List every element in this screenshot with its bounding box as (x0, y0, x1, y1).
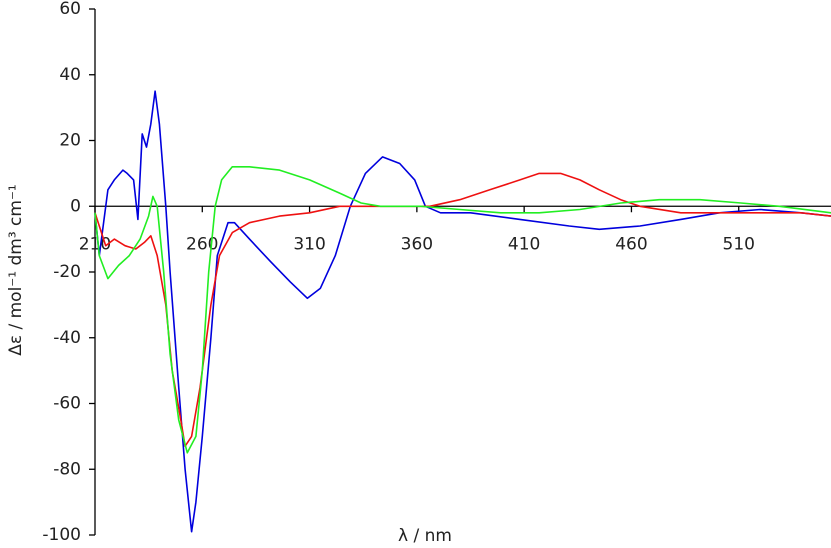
x-tick-label: 410 (508, 234, 540, 254)
x-tick-label: 310 (293, 234, 325, 254)
y-tick-label: -20 (53, 262, 81, 282)
y-axis-label: Δε / mol⁻¹ dm³ cm⁻¹ (6, 184, 26, 356)
y-tick-label: 20 (59, 131, 81, 151)
y-tick-label: -80 (53, 459, 81, 479)
y-tick-label: 60 (59, 0, 81, 19)
y-tick-label: -100 (42, 525, 81, 545)
y-tick-label: -60 (53, 394, 81, 414)
series-line (94, 166, 831, 454)
x-tick-label: 260 (186, 234, 218, 254)
x-axis-label: λ / nm (398, 526, 452, 546)
y-tick-label: 0 (70, 196, 81, 216)
x-tick-label: 510 (723, 234, 755, 254)
series-line (94, 90, 831, 533)
y-tick-label: 40 (59, 65, 81, 85)
x-tick-label: 360 (401, 234, 433, 254)
y-tick-label: -40 (53, 328, 81, 348)
x-tick-label: 460 (615, 234, 647, 254)
series-line (94, 172, 831, 447)
